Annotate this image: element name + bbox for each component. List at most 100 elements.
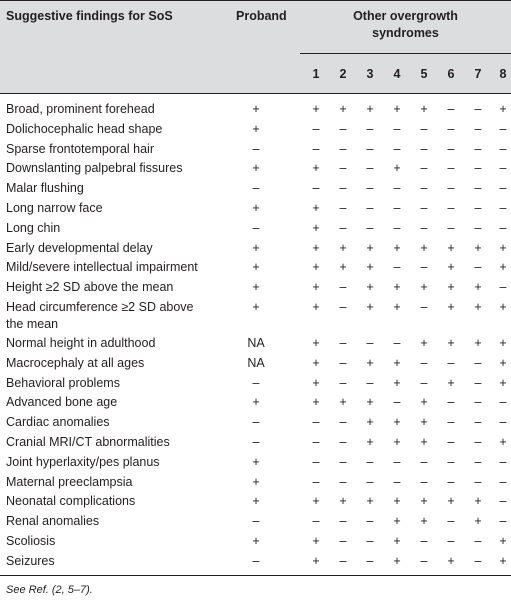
bottom-rule [0,575,511,576]
syndrome-cell: – [474,220,482,235]
syndrome-cell: + [420,395,428,410]
row-finding-label: Cardiac anomalies [6,415,110,430]
syndrome-cell: + [499,335,507,350]
syndrome-cell: – [339,280,347,295]
proband-cell: NA [247,335,265,350]
syndrome-cell: + [499,240,507,255]
table-row: Downslanting palpebral fissures + + – – + – – – – [0,159,511,179]
syndrome-cell: – [420,454,428,469]
syndrome-cell: + [447,299,455,314]
syndrome-cell: – [339,335,347,350]
syndrome-cell: + [312,375,320,390]
syndrome-cell: + [474,494,482,509]
syndrome-cell: – [366,474,374,489]
syndrome-cell: – [474,533,482,548]
row-finding-label: Early developmental delay [6,240,153,255]
table-row: Cardiac anomalies – – – + + + – – – [0,413,511,433]
syndrome-cell: – [420,141,428,156]
syndrome-cell: – [339,141,347,156]
syndrome-cell: + [312,299,320,314]
syndrome-cell: + [366,299,374,314]
syndrome-cell: – [393,395,401,410]
syndrome-cell: – [312,181,320,196]
syndrome-number: 5 [420,67,428,81]
syndrome-cell: + [312,553,320,568]
proband-cell: – [252,141,260,156]
syndrome-cell: – [366,161,374,176]
table-row: Sparse frontotemporal hair – – – – – – – – – [0,140,511,160]
syndrome-cell: – [339,181,347,196]
proband-cell: + [252,474,260,489]
table-row: Neonatal complications + + + + + + + + – [0,492,511,512]
syndrome-cell: + [312,395,320,410]
syndrome-cell: – [474,200,482,215]
syndrome-cell: + [393,355,401,370]
row-finding-label: Head circumference ≥2 SD above the mean [6,299,194,331]
proband-cell: + [252,494,260,509]
header-subrule [300,53,511,54]
syndrome-cell: + [420,280,428,295]
syndrome-cell: + [447,260,455,275]
row-finding-label: Long chin [6,220,61,235]
proband-cell: – [252,220,260,235]
syndrome-cell: + [447,553,455,568]
syndrome-cell: – [499,200,507,215]
syndrome-cell: + [499,434,507,449]
syndrome-cell: – [312,121,320,136]
proband-cell: + [252,280,260,295]
syndrome-cell: + [312,161,320,176]
syndrome-cell: – [366,514,374,529]
syndrome-cell: + [447,280,455,295]
row-finding-label: Maternal preeclampsia [6,474,133,489]
table-row: Height ≥2 SD above the mean + + – + + + + + – [0,278,511,298]
header-other-line1: Other overgrowth [353,9,458,23]
header-bottom-rule [0,93,511,94]
syndrome-cell: – [499,121,507,136]
table-row: Early developmental delay + + + + + + + + + [0,239,511,259]
syndrome-cell: + [447,494,455,509]
row-finding-label: Macrocephaly at all ages [6,355,145,370]
syndrome-cell: + [339,240,347,255]
syndrome-cell: + [312,240,320,255]
syndrome-number: 2 [339,67,347,81]
syndrome-cell: – [447,121,455,136]
syndrome-cell: – [312,415,320,430]
syndrome-cell: – [393,141,401,156]
syndrome-cell: – [447,181,455,196]
proband-cell: + [252,260,260,275]
syndrome-cell: – [312,454,320,469]
syndrome-cell: – [339,514,347,529]
syndrome-cell: – [339,553,347,568]
syndrome-cell: + [366,102,374,116]
syndrome-cell: + [393,494,401,509]
syndrome-cell: + [366,395,374,410]
syndrome-cell: + [474,335,482,350]
syndrome-cell: – [447,514,455,529]
syndrome-cell: – [420,474,428,489]
syndrome-cell: – [339,474,347,489]
row-finding-label: Normal height in adulthood [6,335,156,350]
syndrome-number: 3 [366,67,374,81]
syndrome-cell: + [474,240,482,255]
syndrome-cell: – [420,161,428,176]
syndrome-cell: – [499,141,507,156]
syndrome-cell: – [474,121,482,136]
proband-cell: – [252,181,260,196]
header-proband: Proband [236,9,287,23]
syndrome-cell: – [499,161,507,176]
syndrome-cell: – [474,260,482,275]
syndrome-cell: – [474,375,482,390]
syndrome-cell: – [339,533,347,548]
syndrome-cell: – [366,375,374,390]
syndrome-cell: + [499,533,507,548]
syndrome-cell: + [366,240,374,255]
table-row: Mild/severe intellectual impairment + + + + –… [0,258,511,278]
syndrome-cell: + [366,280,374,295]
syndrome-cell: – [393,474,401,489]
syndrome-cell: + [312,335,320,350]
table-footnote: See Ref. (2, 5–7). [6,584,93,596]
syndrome-cell: – [420,220,428,235]
syndrome-cell: – [474,474,482,489]
syndrome-cell: + [393,415,401,430]
syndrome-number: 8 [499,67,507,81]
